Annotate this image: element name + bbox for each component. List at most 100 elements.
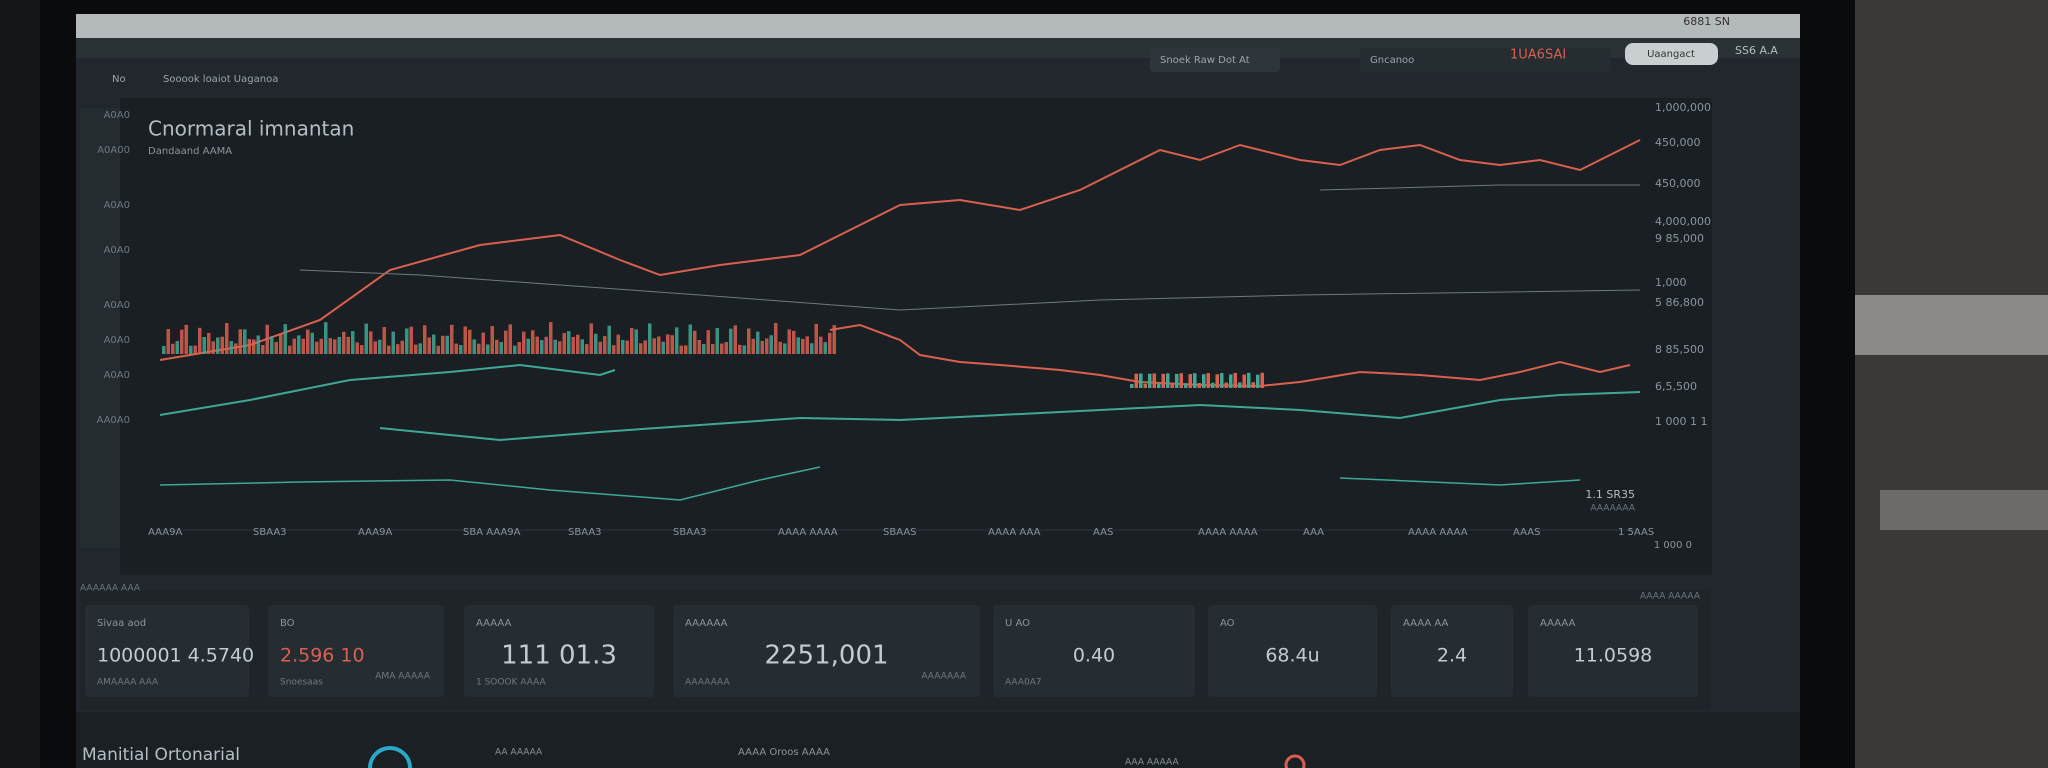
volume-bar [441,335,445,354]
volume-bar [310,332,314,354]
volume-bar [324,322,328,354]
volume-bar [351,331,355,354]
volume-bar [801,338,805,354]
volume-bar [697,340,701,354]
label: A0A0 [104,110,130,121]
volume-bar [823,342,827,354]
volume-bar [1220,373,1224,388]
label: 1UA6SAI [1510,48,1566,63]
label: AAAA Oroos AAAA [738,747,830,758]
card [673,605,980,697]
volume-bar [364,323,368,354]
volume-bar [333,339,337,354]
volume-bar [1188,374,1192,388]
volume-bar [522,331,526,354]
label: Sooook loaiot Uaganoa [163,74,278,85]
volume-bar [216,337,220,354]
volume-bar [319,338,323,354]
volume-bar [612,345,616,354]
volume-bar [1175,373,1179,388]
volume-bar [630,327,634,354]
label: 1 SOOOK AAAA [476,678,547,688]
volume-bar [193,345,197,354]
volume-bar [495,339,499,354]
volume-bar [238,329,242,354]
label: Snoek Raw Dot At [1160,55,1250,66]
volume-bar [252,339,256,354]
volume-bar [747,328,751,354]
line [159,466,821,501]
volume-bar [342,331,346,354]
line [1319,184,1640,191]
volume-bar [571,336,575,354]
volume-bar [666,334,670,354]
label: AAS [1093,527,1113,538]
label: 1,000,000 [1655,101,1711,114]
card [1208,605,1377,697]
label: SBAA3 [568,527,602,538]
volume-bar [648,323,652,354]
volume-bar [531,330,535,354]
card-value: 1000001 4.5740 [97,645,254,667]
footer-area [76,712,1800,768]
volume-bar [270,336,274,354]
volume-bar [535,336,539,354]
volume-bar [225,323,229,354]
volume-bar [292,338,296,354]
volume-bar [580,339,584,354]
volume-bar [1161,373,1165,388]
volume-bar [1206,373,1210,388]
label: AAAAAAA [921,672,966,682]
volume-bar [1251,382,1255,388]
volume-bar [373,341,377,354]
volume-bar [589,323,593,354]
label: 6,5,500 [1655,380,1697,393]
volume-bar [463,326,467,354]
volume-bar [346,336,350,354]
label: 4,000,000 [1655,215,1711,228]
search-box[interactable] [1150,48,1280,72]
volume-bar [166,329,170,354]
volume-bar [1193,373,1197,388]
volume-bar [621,339,625,354]
label: 8 85,500 [1655,343,1704,356]
volume-bar [769,335,773,354]
volume-bar [436,345,440,354]
label: 1.1 SR35 [1585,488,1635,501]
volume-bar [1197,382,1201,388]
volume-bar [162,346,166,354]
volume-bar [423,325,427,354]
volume-bar [706,330,710,354]
volume-bar [472,339,476,354]
volume-bar [198,327,202,354]
volume-bar [513,345,517,354]
card [993,605,1195,697]
volume-bar [576,334,580,354]
volume-bar [1170,383,1174,388]
label: AAAAAA AAA [80,584,141,594]
volume-bar [274,342,278,354]
volume-bar [661,341,665,354]
volume-bar [567,331,571,354]
label: SS6 A.A [1735,44,1778,57]
volume-bar [783,343,787,354]
volume-bar [670,335,674,354]
button[interactable] [1625,43,1718,65]
volume-bar [481,332,485,354]
volume-bar [625,340,629,354]
label: No [112,74,126,85]
label: AAAA AAAA [1408,527,1468,538]
volume-bar [243,329,247,354]
volume-bar [711,344,715,354]
volume-bar [391,331,395,354]
volume-bar [684,345,688,354]
volume-bar [409,326,413,354]
volume-bar [432,334,436,354]
card [85,605,249,697]
volume-bar [418,343,422,354]
label: 1,000 [1655,276,1687,289]
label: AA0A0 [96,415,130,426]
line [379,391,1641,442]
section-title: Manitial Ortonarial [82,745,240,765]
label: 1 000 1 1 [1655,415,1707,428]
